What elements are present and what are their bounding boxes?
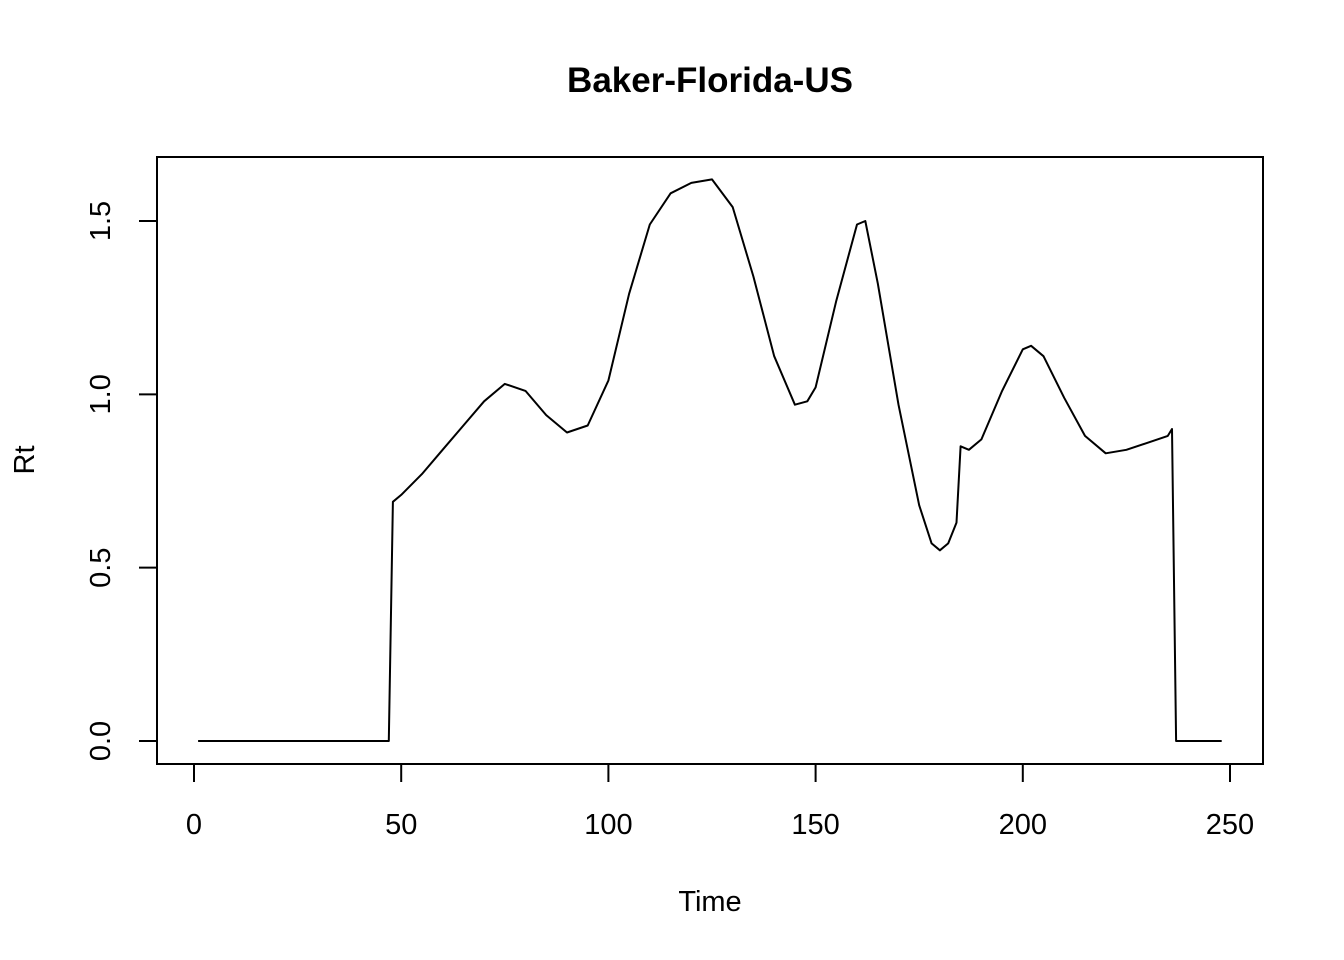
x-tick-label: 50 xyxy=(385,809,417,841)
x-tick-label: 150 xyxy=(791,809,839,841)
series-layer xyxy=(198,178,1222,742)
y-tick-label: 1.0 xyxy=(85,374,117,414)
y-axis-label: Rt xyxy=(9,446,41,475)
y-tick-label: 0.0 xyxy=(85,721,117,761)
x-axis: 0 50 100 150 200 250 xyxy=(186,763,1254,841)
y-tick-label: 0.5 xyxy=(85,548,117,588)
y-axis: 0.0 0.5 1.0 1.5 xyxy=(85,201,158,761)
x-axis-label: Time xyxy=(678,886,741,918)
x-tick-label: 200 xyxy=(999,809,1047,841)
x-tick-label: 250 xyxy=(1206,809,1254,841)
x-tick-label: 0 xyxy=(186,809,202,841)
y-tick-label: 1.5 xyxy=(85,201,117,241)
x-tick-label: 100 xyxy=(584,809,632,841)
chart-title: Baker-Florida-US xyxy=(567,61,853,100)
series-line xyxy=(198,178,1222,742)
plot-frame xyxy=(156,156,1264,765)
